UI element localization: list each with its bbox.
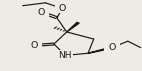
Text: O: O: [37, 8, 45, 17]
Text: NH: NH: [59, 51, 72, 60]
Bar: [55, 4, 70, 13]
Bar: [104, 43, 120, 53]
Text: O: O: [59, 4, 66, 13]
Polygon shape: [88, 47, 113, 53]
Bar: [26, 40, 42, 50]
Bar: [58, 50, 73, 60]
Polygon shape: [67, 22, 79, 32]
Bar: [33, 7, 49, 17]
Text: O: O: [30, 41, 38, 50]
Text: O: O: [108, 43, 116, 52]
